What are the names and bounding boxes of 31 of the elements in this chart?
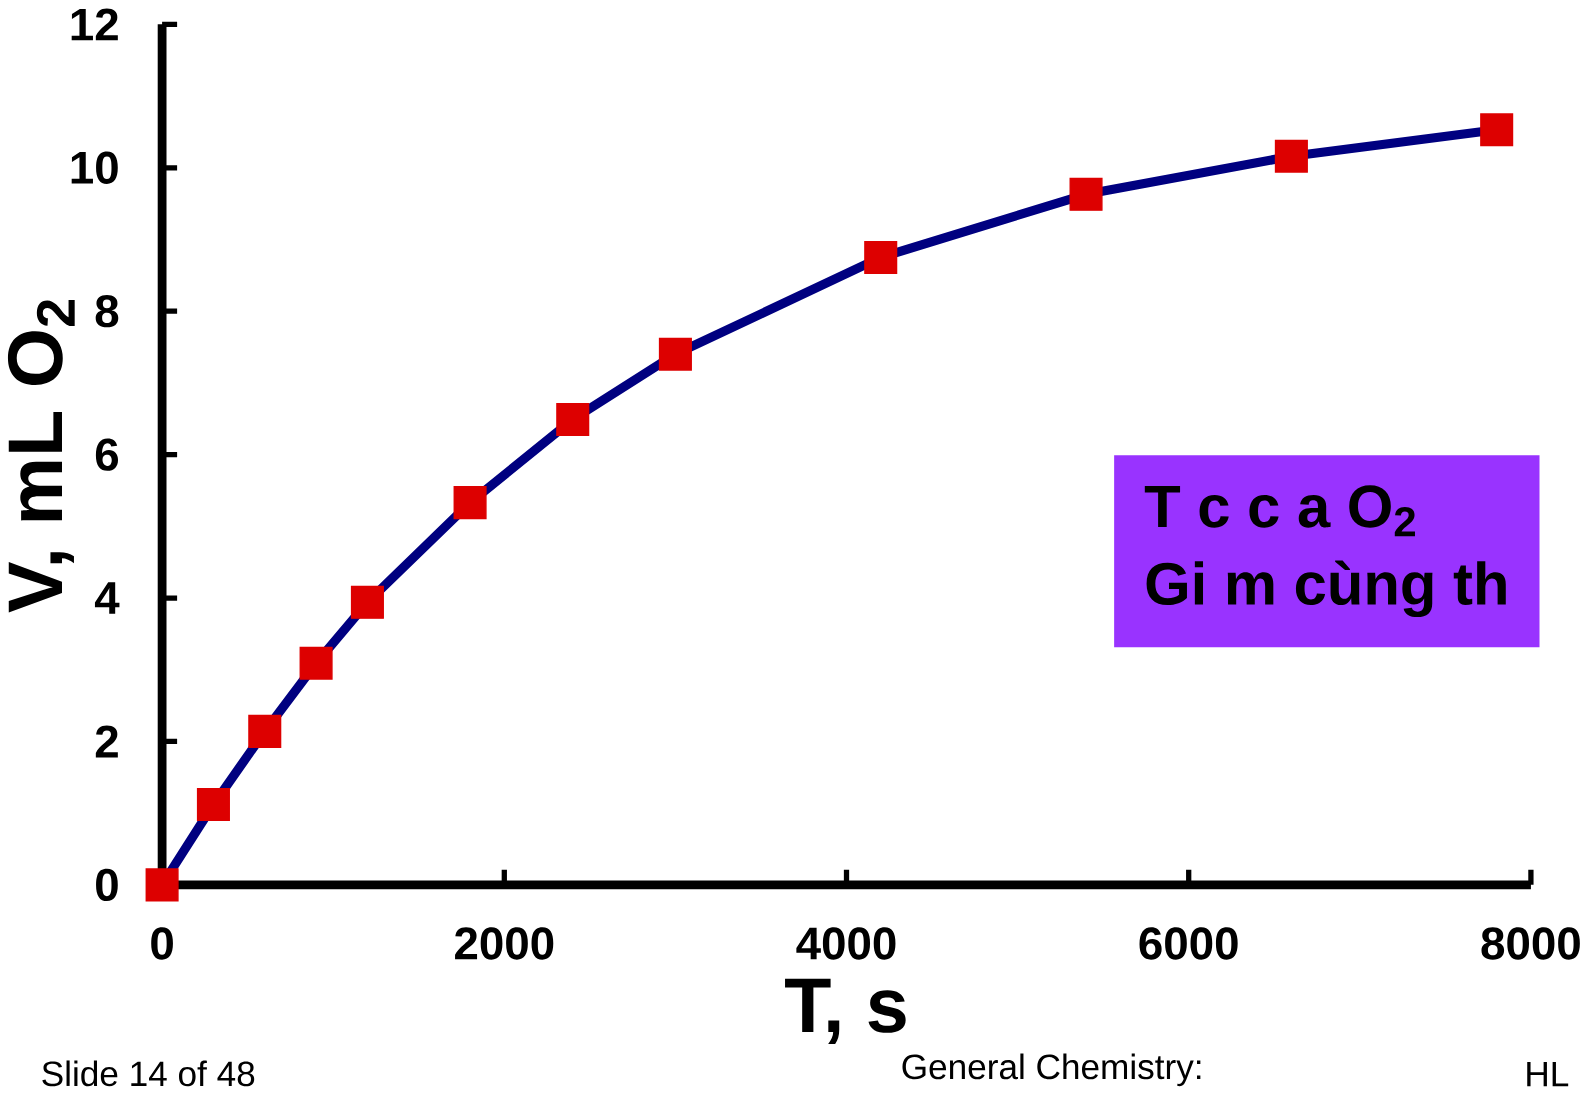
point [196, 788, 230, 822]
y-tick-label: 6 [95, 438, 119, 471]
y-axis-title: V, mL O$_{2}$ [7, 299, 75, 613]
point [1069, 177, 1103, 211]
x-tick-label: 2000 [455, 927, 554, 960]
point [1274, 139, 1308, 173]
text: General Chemistry: [902, 1053, 1201, 1087]
point [658, 337, 692, 371]
x-tick-label: 8000 [1481, 927, 1580, 960]
x-tick-label: 0 [151, 927, 173, 960]
y-tick-label: 0 [96, 868, 118, 902]
y-tick-label: 2 [95, 725, 118, 758]
text: Slide 14 of 48 [42, 1060, 255, 1087]
point [453, 486, 487, 520]
y-tick-label: 8 [95, 294, 119, 328]
y-tick-label: 12 [71, 8, 118, 41]
text: HL [1527, 1062, 1569, 1087]
point [145, 868, 179, 902]
point [350, 585, 384, 619]
y-tick-label: 10 [71, 151, 118, 184]
annotation: Gi m cùng th [1146, 560, 1506, 618]
point [864, 240, 898, 274]
x-axis-title: T, s [785, 978, 906, 1045]
annotation: T c c a O$_{2}$ [1144, 485, 1415, 537]
x-tick-label: 6000 [1139, 927, 1238, 960]
point [556, 402, 590, 437]
y-tick-label: 4 [94, 582, 120, 614]
point [1480, 113, 1514, 147]
point [299, 646, 333, 680]
x-tick-label: 4000 [796, 927, 896, 960]
point [248, 714, 282, 748]
